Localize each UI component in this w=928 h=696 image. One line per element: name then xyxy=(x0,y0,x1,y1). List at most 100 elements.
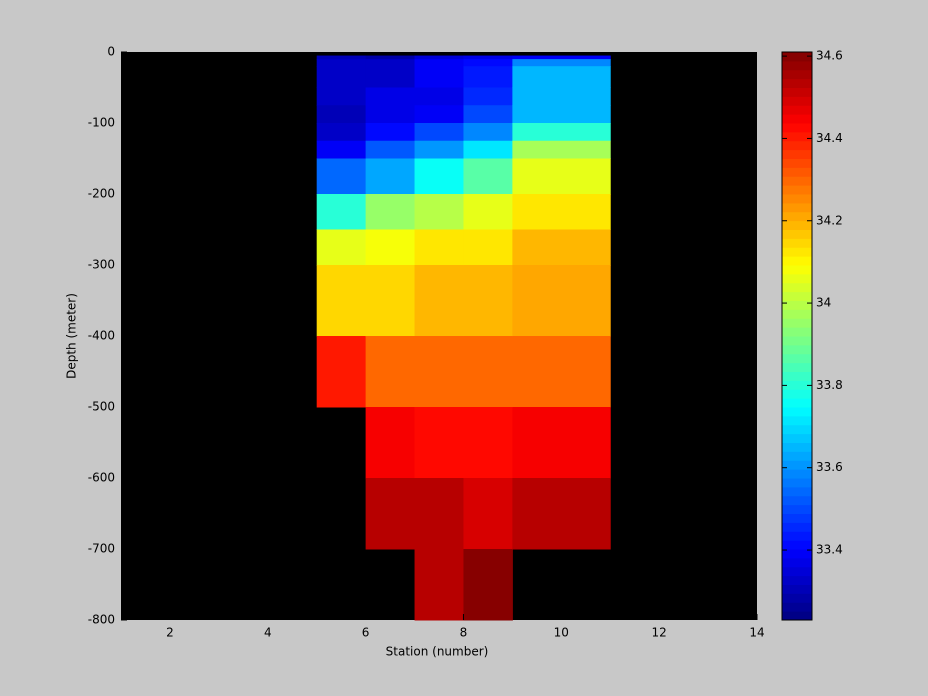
heat-cell xyxy=(365,87,416,106)
heat-cell xyxy=(414,123,464,142)
colorbar-swatch xyxy=(782,87,812,97)
heat-cell xyxy=(414,478,464,550)
heat-cell xyxy=(365,66,416,88)
colorbar-swatch xyxy=(782,566,812,577)
colorbar-swatch xyxy=(782,540,812,550)
colorbar-swatch xyxy=(782,131,812,142)
colorbar-frame xyxy=(781,51,813,621)
colorbar-swatch xyxy=(782,460,812,470)
colorbar-swatch xyxy=(782,451,812,461)
colorbar-tick-label: 33.4 xyxy=(816,543,843,557)
colorbar-swatch xyxy=(782,265,812,275)
heat-cell xyxy=(512,229,611,266)
heat-cell xyxy=(512,140,611,159)
colorbar-swatch xyxy=(782,415,812,426)
heat-cell xyxy=(316,55,367,60)
heat-cell xyxy=(463,55,513,60)
heat-cell xyxy=(414,407,464,479)
heat-cell xyxy=(414,265,464,337)
colorbar-swatch xyxy=(782,602,812,612)
heat-cell xyxy=(463,87,513,106)
colorbar-swatch xyxy=(782,114,812,124)
y-tick-label: -300 xyxy=(88,258,115,272)
heat-cell xyxy=(512,158,611,195)
heat-cell xyxy=(463,194,513,230)
colorbar-swatch xyxy=(782,371,812,381)
heat-cell xyxy=(414,549,464,621)
y-tick-label: 0 xyxy=(107,45,115,59)
heat-cell xyxy=(463,407,513,479)
colorbar-swatch xyxy=(782,336,812,346)
colorbar-swatch xyxy=(782,353,812,364)
heat-cell xyxy=(512,336,611,408)
colorbar-tick-label: 34.2 xyxy=(816,213,843,227)
colorbar-swatch xyxy=(782,291,812,301)
heat-cell xyxy=(414,140,464,159)
heat-cell xyxy=(463,336,513,408)
colorbar-swatch xyxy=(782,194,812,204)
heat-cell xyxy=(414,87,464,106)
x-tick-label: 2 xyxy=(166,626,174,640)
heat-cell xyxy=(414,59,464,67)
heat-cell xyxy=(512,478,611,550)
colorbar-swatch xyxy=(782,238,812,248)
heat-cell xyxy=(316,87,367,106)
heat-cell xyxy=(512,123,611,142)
colorbar-swatch xyxy=(782,522,812,532)
colorbar-swatch xyxy=(782,69,812,80)
heat-cell xyxy=(463,478,513,550)
heat-cell xyxy=(463,140,513,159)
heat-cell xyxy=(316,229,367,266)
colorbar-swatch xyxy=(782,362,812,372)
colorbar-swatch xyxy=(782,78,812,88)
colorbar-swatch xyxy=(782,318,812,328)
colorbar-swatch xyxy=(782,300,812,310)
heat-cell xyxy=(512,87,611,106)
heat-cell xyxy=(365,407,416,479)
colorbar-swatch xyxy=(782,504,812,514)
heat-cell xyxy=(365,336,416,408)
x-tick-label: 8 xyxy=(460,626,468,640)
heat-cell xyxy=(316,336,367,408)
heat-cell xyxy=(365,59,416,67)
colorbar-swatch xyxy=(782,229,812,239)
colorbar-swatch xyxy=(782,398,812,408)
heat-cell xyxy=(463,105,513,124)
colorbar-swatch xyxy=(782,549,812,559)
heat-cell xyxy=(463,158,513,195)
heat-cell xyxy=(512,265,611,337)
heat-cell xyxy=(414,55,464,60)
heat-cell xyxy=(365,123,416,142)
colorbar-swatch xyxy=(782,60,812,71)
colorbar-tick-label: 34 xyxy=(816,296,831,310)
x-tick-label: 14 xyxy=(749,626,764,640)
colorbar-tick-label: 34.4 xyxy=(816,131,843,145)
colorbar-swatch xyxy=(782,105,812,115)
colorbar-swatch xyxy=(782,140,812,151)
y-tick-label: -100 xyxy=(88,116,115,130)
heat-cell xyxy=(414,194,464,230)
colorbar-swatch xyxy=(782,158,812,168)
colorbar-swatch xyxy=(782,557,812,568)
colorbar-swatch xyxy=(782,327,812,337)
colorbar-swatch xyxy=(782,389,812,399)
heat-cell xyxy=(463,59,513,67)
heat-cell xyxy=(414,336,464,408)
colorbar-swatch xyxy=(782,478,812,488)
colorbar-swatch xyxy=(782,202,812,213)
heat-cell xyxy=(316,105,367,124)
colorbar-swatch xyxy=(782,211,812,222)
heat-cell xyxy=(365,478,416,550)
colorbar-swatch xyxy=(782,256,812,266)
y-tick-label: -500 xyxy=(88,400,115,414)
heat-cell xyxy=(316,265,367,337)
colorbar-swatch xyxy=(782,575,812,585)
y-tick-label: -700 xyxy=(88,542,115,556)
colorbar-swatch xyxy=(782,486,812,497)
colorbar-swatch xyxy=(782,282,812,293)
heat-cell xyxy=(365,105,416,124)
colorbar-swatch xyxy=(782,344,812,355)
colorbar-swatch xyxy=(782,584,812,594)
heat-cell xyxy=(365,194,416,230)
